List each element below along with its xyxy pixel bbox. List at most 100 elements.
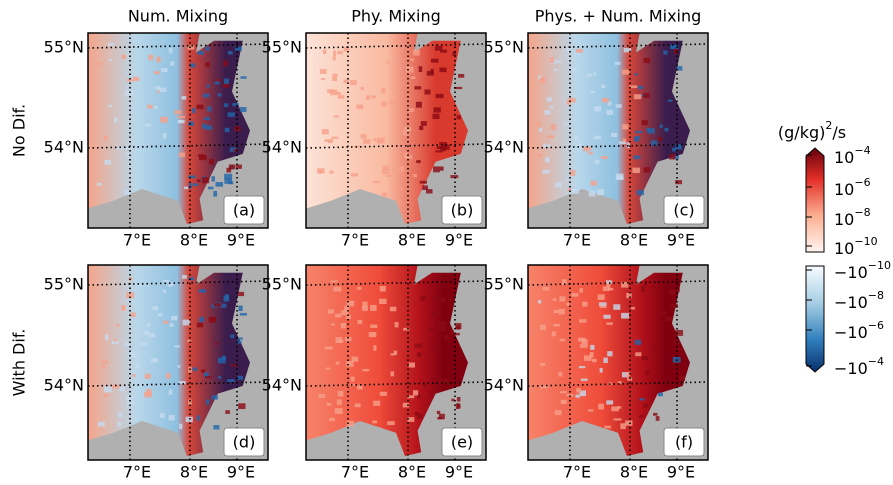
texture xyxy=(635,352,642,357)
sea-field xyxy=(528,33,690,225)
texture xyxy=(336,399,342,405)
texture xyxy=(597,294,605,300)
texture xyxy=(457,403,461,409)
texture xyxy=(335,91,341,95)
texture xyxy=(148,333,156,338)
graticule xyxy=(305,381,487,387)
texture xyxy=(590,344,595,350)
texture xyxy=(675,144,682,150)
texture xyxy=(199,155,207,161)
texture xyxy=(568,97,576,103)
texture xyxy=(620,423,626,430)
texture xyxy=(636,189,644,196)
texture xyxy=(224,78,229,85)
texture xyxy=(578,337,586,342)
tick-base: 10 xyxy=(834,148,854,167)
texture xyxy=(590,180,597,186)
texture xyxy=(665,316,673,322)
texture xyxy=(537,300,542,304)
texture xyxy=(119,387,125,392)
texture xyxy=(417,414,423,419)
texture xyxy=(653,286,658,290)
texture xyxy=(432,378,439,382)
texture xyxy=(431,382,436,387)
texture xyxy=(544,157,550,163)
texture xyxy=(560,391,568,394)
texture xyxy=(454,86,463,90)
texture xyxy=(196,322,204,328)
texture xyxy=(443,378,449,384)
texture xyxy=(132,374,136,377)
tick-exp: −6 xyxy=(854,176,870,189)
texture xyxy=(103,136,108,141)
texture xyxy=(124,190,130,195)
texture xyxy=(182,319,191,326)
texture xyxy=(663,50,668,55)
texture xyxy=(435,380,443,383)
texture xyxy=(329,170,334,174)
texture xyxy=(192,183,199,187)
texture xyxy=(126,152,131,156)
texture xyxy=(601,97,609,103)
texture xyxy=(599,368,603,373)
texture xyxy=(156,56,161,63)
colorbar-tick-label: −10−10 xyxy=(834,259,891,282)
texture xyxy=(166,372,171,379)
map-panel: (c) xyxy=(527,32,709,229)
texture xyxy=(205,46,210,51)
texture xyxy=(645,370,650,376)
colorbar-tick-label: 10−6 xyxy=(834,176,871,199)
texture xyxy=(634,73,638,76)
graticule xyxy=(87,381,269,387)
lon-label: 8°E xyxy=(180,463,208,482)
texture xyxy=(330,280,338,283)
texture xyxy=(163,320,169,324)
texture xyxy=(177,119,185,124)
texture xyxy=(622,138,626,143)
texture xyxy=(552,298,557,302)
texture xyxy=(217,357,226,364)
texture xyxy=(570,169,576,176)
texture xyxy=(420,295,426,302)
texture xyxy=(126,145,131,150)
texture xyxy=(389,101,396,105)
texture xyxy=(373,400,381,406)
lat-label: 55°N xyxy=(484,38,524,57)
lat-label: 55°N xyxy=(262,275,302,294)
graticule xyxy=(305,143,487,149)
texture xyxy=(208,158,215,165)
texture xyxy=(431,341,435,347)
texture xyxy=(237,291,245,297)
texture xyxy=(321,129,329,135)
texture xyxy=(414,412,420,416)
texture xyxy=(433,166,440,173)
texture xyxy=(637,85,644,90)
texture xyxy=(633,155,641,160)
texture xyxy=(111,384,119,389)
map-panel: (f) xyxy=(527,264,709,461)
texture xyxy=(410,58,415,62)
texture xyxy=(582,301,588,307)
texture xyxy=(177,115,186,119)
texture xyxy=(455,323,462,330)
texture xyxy=(435,93,444,99)
texture xyxy=(124,342,131,347)
texture xyxy=(338,340,344,343)
texture xyxy=(436,410,441,415)
texture xyxy=(341,310,349,316)
panel-label-box xyxy=(441,195,483,225)
texture xyxy=(237,375,244,380)
texture xyxy=(224,178,232,184)
lon-label: 8°E xyxy=(398,231,426,250)
lon-label: 9°E xyxy=(227,463,255,482)
texture xyxy=(563,123,568,126)
texture xyxy=(633,94,642,100)
texture xyxy=(168,389,173,395)
panel-frame xyxy=(87,264,269,461)
sea-field xyxy=(88,265,250,457)
texture xyxy=(379,298,387,305)
texture xyxy=(677,347,682,350)
texture xyxy=(196,179,201,183)
texture xyxy=(97,421,105,427)
texture xyxy=(542,286,550,291)
